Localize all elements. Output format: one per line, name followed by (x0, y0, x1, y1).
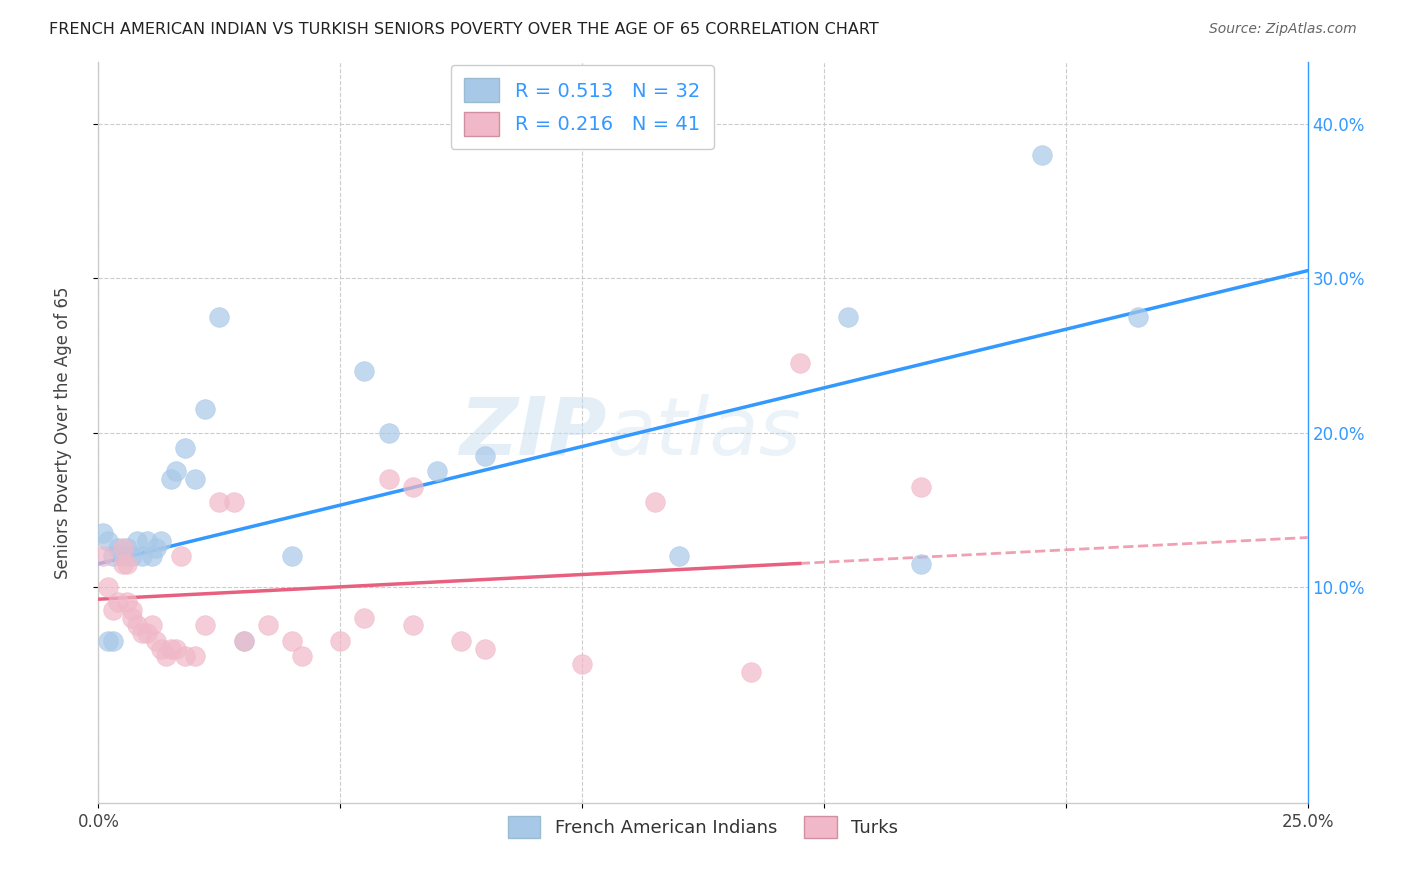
Point (740, 665, 762, 679)
Point (194, 402, 217, 417)
Point (145, 633, 167, 648)
Point (789, 356, 811, 370)
Point (1031, 148, 1053, 162)
Point (135, 626, 157, 640)
Point (117, 557, 139, 571)
Point (474, 449, 496, 463)
Point (169, 549, 191, 563)
Point (101, 633, 124, 648)
Legend: French American Indians, Turks: French American Indians, Turks (496, 805, 910, 849)
Point (377, 425, 399, 440)
Point (329, 633, 352, 648)
Point (97, 633, 120, 648)
Point (174, 649, 197, 664)
Point (91, 549, 114, 563)
Point (910, 480, 932, 494)
Point (111, 557, 134, 571)
Point (160, 472, 183, 486)
Point (184, 649, 207, 664)
Point (208, 495, 231, 509)
Text: FRENCH AMERICAN INDIAN VS TURKISH SENIORS POVERTY OVER THE AGE OF 65 CORRELATION: FRENCH AMERICAN INDIAN VS TURKISH SENIOR… (49, 22, 879, 37)
Point (222, 495, 245, 509)
Y-axis label: Seniors Poverty Over the Age of 65: Seniors Poverty Over the Age of 65 (53, 286, 72, 579)
Point (121, 603, 143, 617)
Point (377, 472, 399, 486)
Point (571, 657, 593, 671)
Point (127, 533, 149, 548)
Point (145, 541, 167, 556)
Point (281, 549, 304, 563)
Point (208, 310, 231, 324)
Point (474, 641, 496, 656)
Point (644, 495, 666, 509)
Point (353, 364, 375, 378)
Point (121, 549, 143, 563)
Point (184, 472, 207, 486)
Point (150, 533, 173, 548)
Point (402, 480, 425, 494)
Point (165, 641, 187, 656)
Point (121, 610, 143, 624)
Point (111, 549, 134, 563)
Point (910, 557, 932, 571)
Point (165, 464, 187, 478)
Point (150, 641, 173, 656)
Point (256, 618, 278, 632)
Point (353, 610, 375, 624)
Point (131, 626, 153, 640)
Point (107, 541, 129, 556)
Point (668, 549, 690, 563)
Point (117, 541, 139, 556)
Point (155, 649, 177, 664)
Point (402, 618, 425, 632)
Point (97, 533, 120, 548)
Point (127, 618, 149, 632)
Point (194, 618, 217, 632)
Point (135, 533, 157, 548)
Point (290, 649, 312, 664)
Point (131, 549, 153, 563)
Point (281, 633, 304, 648)
Point (174, 441, 197, 455)
Point (141, 549, 163, 563)
Text: ZIP: ZIP (458, 393, 606, 472)
Point (107, 595, 129, 609)
Point (232, 633, 254, 648)
Text: atlas: atlas (606, 393, 801, 472)
Point (141, 618, 163, 632)
Point (450, 633, 472, 648)
Point (91, 525, 114, 540)
Point (117, 595, 139, 609)
Point (426, 464, 449, 478)
Point (837, 310, 859, 324)
Point (160, 641, 183, 656)
Text: Source: ZipAtlas.com: Source: ZipAtlas.com (1209, 22, 1357, 37)
Point (101, 549, 124, 563)
Point (97, 580, 120, 594)
Point (101, 603, 124, 617)
Point (1128, 310, 1150, 324)
Point (232, 633, 254, 648)
Point (111, 541, 134, 556)
